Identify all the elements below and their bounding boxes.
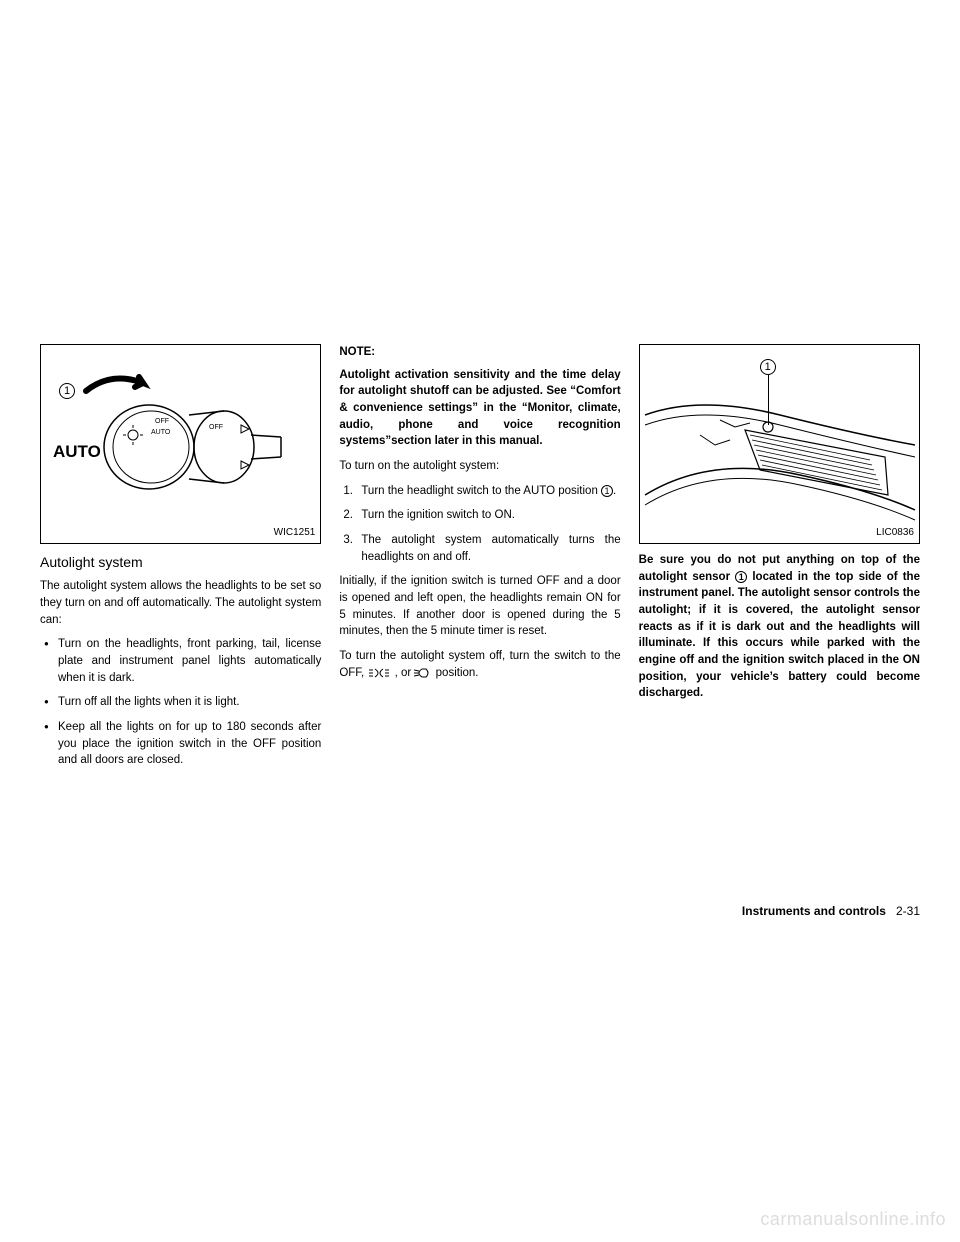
bullet-1: Turn on the headlights, front parking, t… <box>40 636 321 686</box>
column-3: 1 <box>639 344 920 777</box>
auto-label: AUTO <box>53 440 101 465</box>
warning-post: located in the top side of the instrumen… <box>639 571 920 700</box>
initially-text: Initially, if the ignition switch is tur… <box>339 573 620 640</box>
autolight-bullets: Turn on the headlights, front parking, t… <box>40 636 321 769</box>
page-footer: Instruments and controls 2-31 <box>742 904 920 918</box>
footer-section: Instruments and controls <box>742 904 886 918</box>
headlight-icon <box>414 668 432 678</box>
footer-page: 2-31 <box>896 904 920 918</box>
step-1-num: 1. <box>343 483 353 500</box>
dashboard-sensor-icon <box>640 345 920 545</box>
step-3: 3. The autolight system automatically tu… <box>339 532 620 565</box>
step-3-num: 3. <box>343 532 353 549</box>
svg-text:AUTO: AUTO <box>151 429 171 436</box>
page-content: 1 OFF AUTO OFF <box>40 344 920 777</box>
figure-headlight-switch: 1 OFF AUTO OFF <box>40 344 321 544</box>
figure1-code: WIC1251 <box>274 526 316 541</box>
step-1: 1. Turn the headlight switch to the AUTO… <box>339 483 620 500</box>
turn-on-steps: 1. Turn the headlight switch to the AUTO… <box>339 483 620 566</box>
figure2-code: LIC0836 <box>876 526 914 541</box>
figure-autolight-sensor: 1 <box>639 344 920 544</box>
bullet-3: Keep all the lights on for up to 180 sec… <box>40 719 321 769</box>
step-1-post: . <box>613 485 616 497</box>
step-1-pre: Turn the headlight switch to the AUTO po… <box>361 485 601 497</box>
sensor-warning: Be sure you do not put anything on top o… <box>639 552 920 702</box>
svg-text:OFF: OFF <box>155 418 169 425</box>
step-1-circ: 1 <box>601 485 613 497</box>
turn-off-text: To turn the autolight system off, turn t… <box>339 648 620 681</box>
autolight-heading: Autolight system <box>40 552 321 572</box>
step-3-text: The autolight system automatically turns… <box>361 534 620 563</box>
to-turn-on-label: To turn on the autolight system: <box>339 458 620 475</box>
warning-circ: 1 <box>735 571 747 583</box>
column-2: NOTE: Autolight activation sensitivity a… <box>339 344 620 777</box>
column-1: 1 OFF AUTO OFF <box>40 344 321 777</box>
note-label: NOTE: <box>339 344 620 361</box>
step-2-num: 2. <box>343 507 353 524</box>
watermark: carmanualsonline.info <box>760 1209 946 1230</box>
step-2: 2. Turn the ignition switch to ON. <box>339 507 620 524</box>
turn-off-post: position. <box>432 667 478 679</box>
turn-off-mid: , or <box>391 667 414 679</box>
note-text: Autolight activation sensitivity and the… <box>339 367 620 450</box>
parking-light-icon <box>367 668 391 678</box>
autolight-intro: The autolight system allows the headligh… <box>40 578 321 628</box>
svg-text:OFF: OFF <box>209 424 223 431</box>
bullet-2: Turn off all the lights when it is light… <box>40 694 321 711</box>
figure1-callout: 1 <box>59 383 75 399</box>
headlight-stalk-icon: OFF AUTO OFF <box>101 395 301 515</box>
step-2-text: Turn the ignition switch to ON. <box>361 509 515 521</box>
